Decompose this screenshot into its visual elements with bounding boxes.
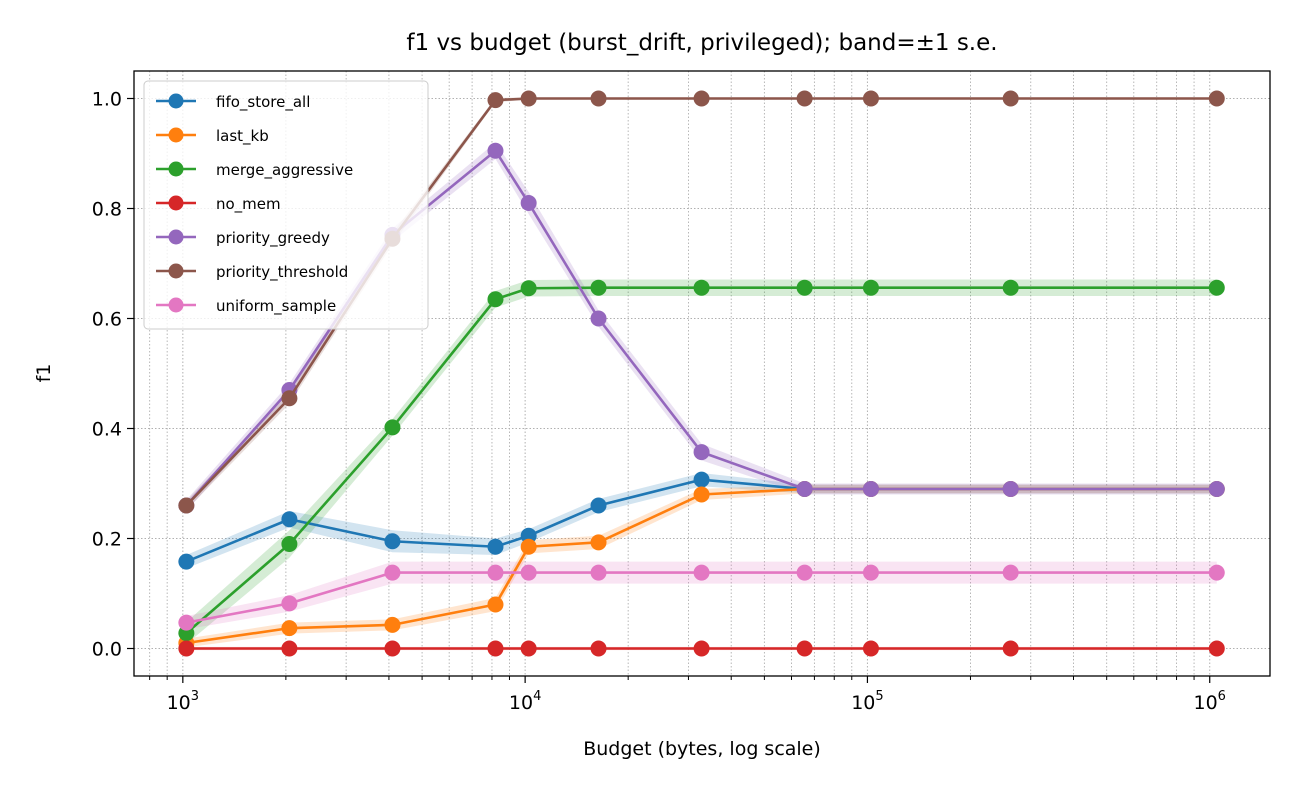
data-point-last_kb (693, 486, 710, 503)
data-point-merge_aggressive (281, 536, 298, 552)
legend-label-priority_greedy: priority_greedy (216, 229, 330, 248)
data-point-last_kb (281, 620, 298, 637)
legend: fifo_store_all last_kb merge_aggressive no_… (143, 80, 429, 330)
data-point-priority_greedy (1208, 481, 1225, 497)
data-point-fifo_store_all (384, 533, 401, 550)
data-point-priority_threshold (1208, 90, 1225, 107)
data-point-priority_threshold (796, 90, 813, 107)
legend-label-no_mem: no_mem (216, 195, 281, 214)
x-tick-label: 105 (851, 689, 883, 714)
data-point-last_kb (590, 534, 607, 551)
data-point-uniform_sample (281, 595, 298, 612)
data-point-merge_aggressive (1002, 279, 1019, 296)
y-tick-label: 0.4 (92, 419, 122, 441)
data-point-priority_greedy (520, 195, 537, 211)
data-point-merge_aggressive (796, 279, 813, 296)
data-point-merge_aggressive (862, 279, 879, 296)
error-band-merge_aggressive (186, 279, 1217, 645)
data-point-priority_greedy (693, 444, 710, 461)
data-point-no_mem (178, 640, 195, 657)
axis-ticks: 103 104 105 106 0.0 0.2 0.4 0.6 0.8 1.0 (92, 89, 1226, 715)
data-point-priority_greedy (862, 481, 879, 497)
data-point-no_mem (590, 640, 607, 657)
legend-marker-priority_threshold (168, 263, 184, 279)
x-tick-label: 104 (509, 689, 541, 714)
data-point-no_mem (281, 640, 298, 657)
data-point-fifo_store_all (693, 471, 710, 488)
data-point-uniform_sample (862, 564, 879, 581)
data-point-priority_threshold (178, 497, 195, 514)
data-point-fifo_store_all (487, 538, 504, 555)
data-point-fifo_store_all (590, 497, 607, 514)
data-point-priority_threshold (1002, 90, 1019, 107)
error-band-uniform_sample (186, 561, 1217, 630)
legend-label-merge_aggressive: merge_aggressive (216, 161, 353, 180)
data-point-no_mem (862, 640, 879, 657)
plot-frame (133, 70, 1271, 677)
x-tick-label: 103 (167, 689, 199, 714)
data-point-merge_aggressive (384, 419, 401, 436)
data-point-no_mem (487, 640, 504, 657)
data-point-merge_aggressive (520, 280, 537, 297)
data-point-fifo_store_all (520, 527, 537, 544)
legend-label-fifo_store_all: fifo_store_all (216, 93, 310, 112)
legend-marker-fifo_store_all (168, 93, 184, 109)
legend-label-last_kb: last_kb (216, 127, 269, 146)
legend-marker-last_kb (168, 127, 184, 143)
data-point-merge_aggressive (693, 279, 710, 296)
chart-title: f1 vs budget (burst_drift, privileged); … (406, 30, 997, 56)
legend-label-uniform_sample: uniform_sample (216, 297, 336, 316)
data-point-priority_threshold (862, 90, 879, 107)
data-point-uniform_sample (520, 564, 537, 581)
data-point-uniform_sample (487, 564, 504, 581)
series-lines (178, 90, 1225, 657)
legend-marker-no_mem (168, 195, 184, 211)
data-point-priority_threshold (487, 92, 504, 109)
data-point-priority_threshold (281, 390, 298, 407)
data-point-fifo_store_all (281, 511, 298, 528)
data-point-priority_greedy (487, 142, 504, 159)
data-point-last_kb (520, 538, 537, 555)
data-point-priority_greedy (796, 481, 813, 497)
data-point-no_mem (384, 640, 401, 657)
data-point-priority_threshold (693, 90, 710, 107)
x-tick-label: 106 (1193, 689, 1225, 714)
data-point-no_mem (1002, 640, 1019, 657)
y-tick-label: 0.6 (92, 309, 122, 331)
data-point-no_mem (796, 640, 813, 657)
data-point-uniform_sample (1002, 564, 1019, 581)
data-point-fifo_store_all (178, 553, 195, 570)
y-tick-label: 0.8 (92, 199, 122, 221)
data-point-no_mem (520, 640, 537, 657)
data-point-uniform_sample (1208, 564, 1225, 581)
data-point-no_mem (1208, 640, 1225, 657)
y-tick-label: 0.2 (92, 529, 122, 551)
data-point-uniform_sample (384, 564, 401, 581)
legend-box (143, 80, 429, 330)
data-point-uniform_sample (590, 564, 607, 581)
data-point-priority_greedy (590, 310, 607, 327)
data-point-uniform_sample (178, 614, 195, 631)
legend-marker-merge_aggressive (168, 161, 184, 177)
data-point-last_kb (384, 616, 401, 633)
data-point-merge_aggressive (487, 291, 504, 308)
data-point-uniform_sample (693, 564, 710, 581)
data-point-merge_aggressive (590, 279, 607, 296)
x-axis-label: Budget (bytes, log scale) (583, 738, 821, 760)
legend-marker-priority_greedy (168, 229, 184, 245)
legend-label-priority_threshold: priority_threshold (216, 263, 348, 282)
data-point-priority_greedy (1002, 481, 1019, 497)
legend-marker-uniform_sample (168, 297, 184, 313)
data-point-priority_threshold (520, 90, 537, 107)
y-axis-label: f1 (33, 364, 55, 383)
data-point-last_kb (487, 596, 504, 613)
data-point-priority_threshold (590, 90, 607, 107)
data-point-merge_aggressive (1208, 279, 1225, 296)
y-tick-label: 1.0 (92, 89, 122, 111)
data-point-uniform_sample (796, 564, 813, 581)
data-point-no_mem (693, 640, 710, 657)
y-tick-label: 0.0 (92, 639, 122, 661)
